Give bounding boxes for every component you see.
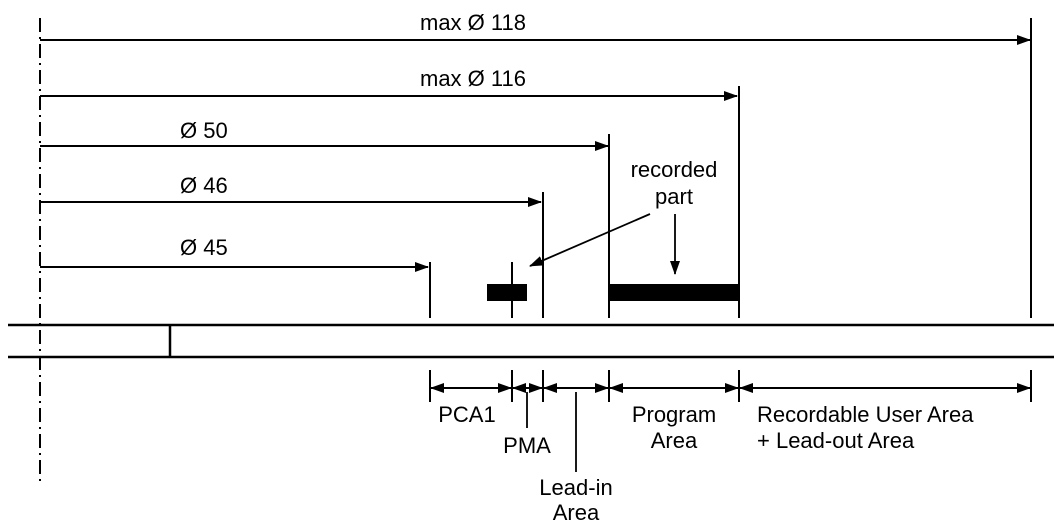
label-46: Ø 46 — [180, 173, 228, 198]
zone-label-user-line2: + Lead-out Area — [757, 428, 915, 453]
zone-label-program-line2: Area — [651, 428, 698, 453]
recorded-bar-pca — [487, 284, 527, 301]
label-max-116: max Ø 116 — [420, 66, 526, 91]
zone-label-pca1: PCA1 — [438, 402, 495, 427]
label-45: Ø 45 — [180, 235, 228, 260]
recorded-part-label-line2: part — [655, 184, 693, 209]
recorded-part-label-line1: recorded — [631, 157, 718, 182]
label-max-118: max Ø 118 — [420, 10, 526, 35]
label-50: Ø 50 — [180, 118, 228, 143]
recorded-pointer-diagonal — [530, 214, 650, 266]
zone-label-leadin-line2: Area — [553, 500, 600, 525]
zone-label-program-line1: Program — [632, 402, 716, 427]
recorded-bar-program — [610, 284, 739, 301]
zone-label-user-line1: Recordable User Area — [757, 402, 974, 427]
zone-label-leadin-line1: Lead-in — [539, 475, 612, 500]
zone-label-pma: PMA — [503, 433, 551, 458]
